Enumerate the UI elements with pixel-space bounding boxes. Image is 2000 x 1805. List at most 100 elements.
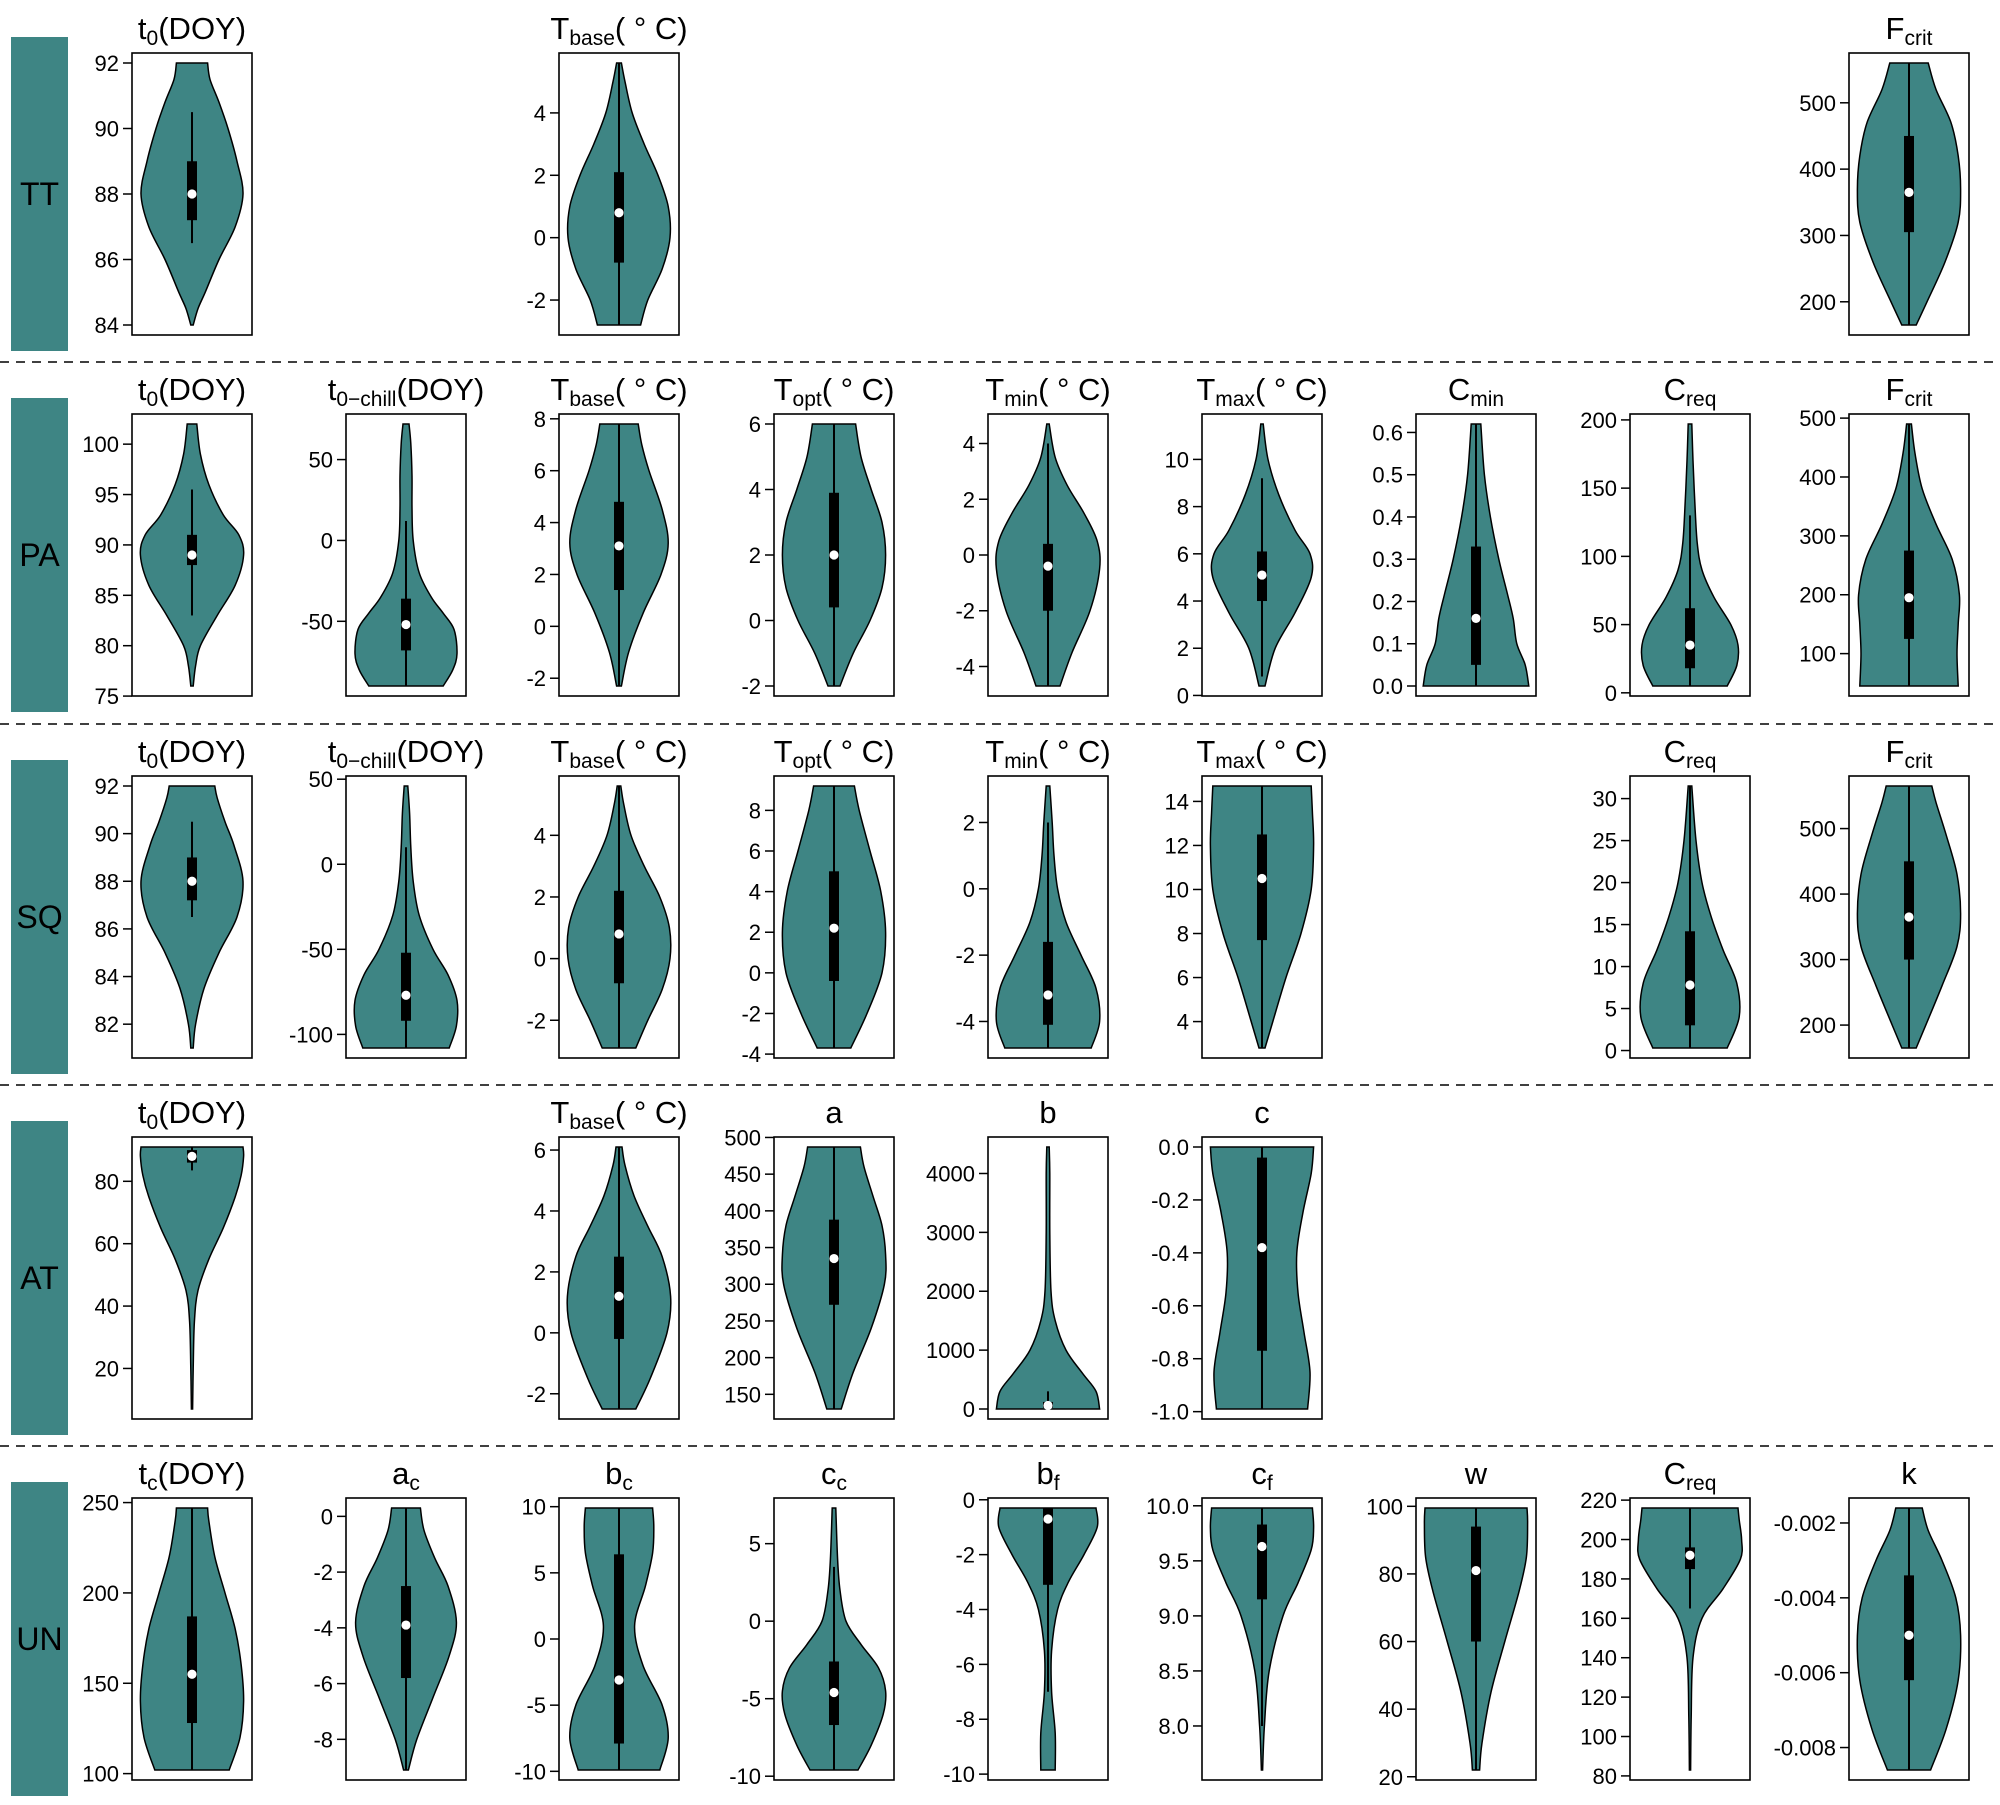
- iqr-box: [1685, 931, 1695, 1026]
- violin-panel: 100 200 300 400 500 Fcrit: [1799, 372, 1970, 697]
- panel-title: Fcrit: [1886, 372, 1933, 411]
- title-subscript: crit: [1904, 388, 1932, 411]
- violin-panel: -2 0 2 4 Tbase( ° C): [526, 734, 688, 1059]
- violin-panel: 0 50 100 150 200 Creq: [1580, 372, 1751, 706]
- y-tick-label: 0: [534, 226, 546, 251]
- violin-panel: 20 40 60 80 t0(DOY): [95, 1095, 253, 1420]
- median-point: [1257, 1242, 1267, 1253]
- title-subscript: f: [1267, 1472, 1273, 1495]
- y-tick-label: 4: [534, 101, 546, 126]
- y-tick-label: 4: [749, 880, 761, 905]
- median-point: [187, 876, 197, 886]
- title-subscript: base: [569, 1111, 615, 1134]
- y-tick-label: 140: [1580, 1646, 1617, 1671]
- panel-frame: [1848, 1497, 1970, 1781]
- median-point: [187, 1151, 197, 1161]
- title-tail: ( ° C): [615, 1095, 688, 1130]
- y-tick-label: 9.5: [1158, 1549, 1189, 1574]
- title-base: T: [550, 11, 569, 46]
- y-tick-label: 500: [1799, 91, 1836, 116]
- y-tick-label: 160: [1580, 1606, 1617, 1631]
- y-tick-label: 150: [1580, 476, 1617, 501]
- row-label-text: PA: [19, 537, 60, 573]
- title-base: c: [1254, 1095, 1270, 1130]
- panel-frame: [773, 1136, 895, 1420]
- y-tick-label: 10: [1593, 955, 1617, 980]
- y-tick-label: -1.0: [1151, 1400, 1189, 1425]
- panel-frame: [1201, 413, 1323, 697]
- y-tick-label: 200: [1580, 408, 1617, 433]
- violin-panel: -50 0 50 t0−chill(DOY): [301, 372, 484, 697]
- iqr-box: [187, 534, 197, 566]
- title-tail: (DOY): [396, 734, 484, 769]
- y-tick-label: 0.3: [1372, 547, 1403, 572]
- y-tick-label: 4: [749, 478, 761, 503]
- iqr-box: [829, 492, 839, 608]
- y-tick-label: 150: [82, 1671, 119, 1696]
- y-tick-label: 0: [749, 961, 761, 986]
- y-tick-label: 0: [749, 609, 761, 634]
- title-subscript: crit: [1904, 750, 1932, 773]
- y-tick-label: 0: [534, 1321, 546, 1346]
- title-tail: (DOY): [158, 372, 246, 407]
- y-tick-label: -0.2: [1151, 1188, 1189, 1213]
- row-label-pa: PA: [11, 398, 68, 712]
- title-base: b: [1036, 1456, 1053, 1491]
- iqr-box: [1471, 1526, 1481, 1642]
- panel-title: bf: [1036, 1456, 1059, 1495]
- violin-panel: -8 -6 -4 -2 0 ac: [313, 1456, 467, 1781]
- violin-panel: 20 40 60 80 100 w: [1366, 1456, 1537, 1790]
- y-tick-label: 20: [95, 1356, 119, 1381]
- iqr-box: [1904, 135, 1914, 233]
- median-point: [1685, 980, 1695, 990]
- violin-body: [1637, 1507, 1743, 1771]
- median-point: [1043, 1514, 1053, 1524]
- y-tick-label: 500: [724, 1125, 761, 1150]
- y-tick-label: 50: [1593, 613, 1617, 638]
- y-tick-label: 250: [82, 1491, 119, 1516]
- y-tick-label: -2: [955, 599, 975, 624]
- iqr-box: [1043, 941, 1053, 1025]
- panel-frame: [345, 1497, 467, 1781]
- row-label-un: UN: [11, 1482, 68, 1796]
- title-tail: (DOY): [158, 1456, 246, 1491]
- iqr-box: [1471, 546, 1481, 665]
- iqr-box: [1904, 861, 1914, 960]
- panel-frame: [773, 1497, 895, 1781]
- title-subscript: c: [147, 1472, 158, 1495]
- y-tick-label: -2: [526, 666, 546, 691]
- median-point: [829, 550, 839, 560]
- title-subscript: max: [1215, 388, 1255, 411]
- y-tick-label: -10: [729, 1764, 761, 1789]
- violin-panel: 0 5 10 15 20 25 30 Creq: [1593, 734, 1751, 1064]
- y-tick-label: 8.0: [1158, 1714, 1189, 1739]
- median-point: [1904, 187, 1914, 197]
- y-tick-label: 10: [522, 1495, 546, 1520]
- iqr-box: [1685, 608, 1695, 669]
- row-label-block: [11, 37, 68, 351]
- title-base: b: [605, 1456, 622, 1491]
- panel-title: k: [1901, 1456, 1917, 1491]
- y-tick-label: 0: [963, 1397, 975, 1422]
- panel-frame: [1848, 52, 1970, 336]
- panel-title: Tbase( ° C): [550, 11, 687, 50]
- y-tick-label: 100: [82, 432, 119, 457]
- row-label-text: SQ: [16, 899, 62, 935]
- panel-frame: [131, 1136, 253, 1420]
- title-subscript: opt: [793, 750, 822, 773]
- panel-frame: [1415, 413, 1537, 697]
- y-tick-label: 86: [95, 917, 119, 942]
- y-tick-label: -4: [313, 1616, 333, 1641]
- violin-panel: 0.0 0.1 0.2 0.3 0.4 0.5 0.6 Cmin: [1372, 372, 1537, 699]
- y-tick-label: 8: [749, 798, 761, 823]
- median-point: [614, 929, 624, 939]
- title-base: t: [138, 372, 147, 407]
- title-base: F: [1886, 734, 1905, 769]
- y-tick-label: 5: [534, 1561, 546, 1586]
- violin-panel: 200 300 400 500 Fcrit: [1799, 734, 1970, 1059]
- panel-title: Tmin( ° C): [985, 372, 1110, 411]
- title-base: w: [1464, 1456, 1488, 1491]
- row-label-block: [11, 398, 68, 712]
- y-tick-label: -50: [301, 609, 333, 634]
